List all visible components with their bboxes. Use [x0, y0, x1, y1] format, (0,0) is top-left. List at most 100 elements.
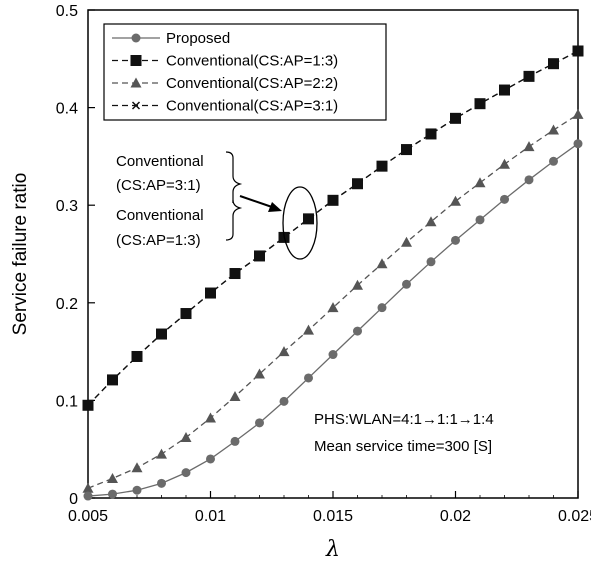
data-point [230, 436, 240, 446]
data-point [353, 326, 362, 336]
data-point [573, 139, 583, 149]
data-point [377, 303, 387, 313]
data-point [474, 98, 486, 110]
data-point [303, 213, 314, 225]
data-point [229, 390, 241, 401]
callout-line-4: (CS:AP=1:3) [116, 232, 201, 249]
callout-line-1: Conventional [116, 153, 204, 170]
data-point [450, 195, 461, 206]
legend: Proposed Conventional(CS:AP=1:3) Conventio… [103, 23, 387, 121]
data-point [156, 328, 167, 340]
legend-label: Proposed [166, 30, 230, 47]
x-tick-label: 0.01 [195, 508, 226, 525]
data-point [254, 368, 265, 379]
callout-arrow-head [268, 202, 282, 212]
legend-marker [131, 33, 141, 43]
legend-marker [130, 77, 142, 88]
data-point [108, 489, 117, 499]
data-point [475, 215, 485, 225]
legend-marker [131, 101, 141, 110]
data-point [304, 373, 313, 383]
x-tick-label: 0.025 [558, 508, 591, 525]
y-axis-label: Service failure ratio [10, 173, 31, 336]
conditions-line-2: Mean service time=300 [S] [314, 438, 492, 455]
data-point [450, 112, 461, 124]
callout-line-2: (CS:AP=3:1) [116, 177, 201, 194]
data-point [131, 462, 143, 473]
data-point [500, 194, 509, 204]
series-circle [83, 139, 583, 501]
data-point [82, 482, 94, 493]
data-point [425, 216, 437, 227]
data-point [376, 160, 388, 172]
data-point [107, 374, 118, 386]
data-point [303, 324, 314, 335]
callout-line-3: Conventional [116, 207, 204, 224]
legend-label: Conventional(CS:AP=1:3) [166, 53, 338, 70]
x-tick-label: 0.015 [313, 508, 353, 525]
legend-box [103, 23, 387, 121]
data-point [451, 235, 460, 245]
callout-brace-upper [225, 151, 243, 203]
data-point [352, 279, 363, 290]
data-point [474, 177, 486, 188]
data-point [131, 350, 143, 362]
data-point [426, 257, 436, 267]
data-point [205, 287, 216, 299]
data-point [499, 158, 510, 169]
data-point [157, 478, 166, 488]
data-point [327, 194, 339, 206]
callout-ellipse [282, 186, 318, 260]
data-point [279, 396, 289, 406]
y-tick-label: 0.4 [56, 101, 78, 118]
conditions-line-1: PHS:WLAN=4:1→1:1→1:4 [314, 411, 494, 428]
data-point [156, 448, 167, 459]
callout-arrow-shaft [239, 195, 273, 208]
data-point [523, 141, 535, 152]
data-point [549, 156, 558, 166]
data-point [548, 58, 559, 70]
data-point [401, 236, 412, 247]
data-point [132, 485, 142, 495]
legend-item: Conventional(CS:AP=1:3) [112, 53, 338, 70]
y-tick-label: 0.5 [56, 3, 78, 20]
data-point [548, 124, 559, 135]
data-point [205, 412, 216, 423]
data-point [255, 418, 264, 428]
data-point [327, 302, 339, 313]
callout-annotation: Conventional (CS:AP=3:1) Conventional (C… [116, 151, 318, 260]
data-point [425, 128, 437, 140]
legend-item: Proposed [112, 30, 230, 47]
data-point [328, 350, 338, 360]
data-point [278, 346, 290, 357]
series-square [82, 45, 584, 411]
data-point [254, 250, 265, 262]
y-tick-label: 0.1 [56, 393, 78, 410]
data-point [83, 491, 93, 501]
data-point [180, 308, 192, 320]
data-point [181, 468, 191, 478]
data-point [107, 472, 118, 483]
legend-marker [130, 55, 142, 66]
y-axis-ticks: 0 0.1 0.2 0.3 0.4 0.5 [56, 3, 95, 508]
legend-label: Conventional(CS:AP=2:2) [166, 75, 338, 92]
series-triangle [82, 108, 584, 493]
legend-item: Conventional(CS:AP=3:1) [112, 98, 338, 115]
data-point [376, 258, 388, 269]
x-tick-label: 0.005 [68, 508, 108, 525]
y-tick-label: 0.2 [56, 296, 78, 313]
data-point [499, 84, 510, 96]
series-line [87, 113, 579, 489]
x-axis-ticks: 0.005 0.01 0.015 0.02 0.025 [68, 491, 591, 525]
data-point [572, 45, 584, 57]
data-point [524, 175, 534, 185]
data-point [180, 431, 192, 442]
data-point [572, 108, 584, 119]
series-layer [82, 45, 584, 501]
data-point [229, 268, 241, 280]
x-tick-label: 0.02 [440, 508, 471, 525]
data-point [402, 279, 411, 289]
callout-brace-lower [225, 199, 243, 241]
data-point [352, 178, 363, 190]
